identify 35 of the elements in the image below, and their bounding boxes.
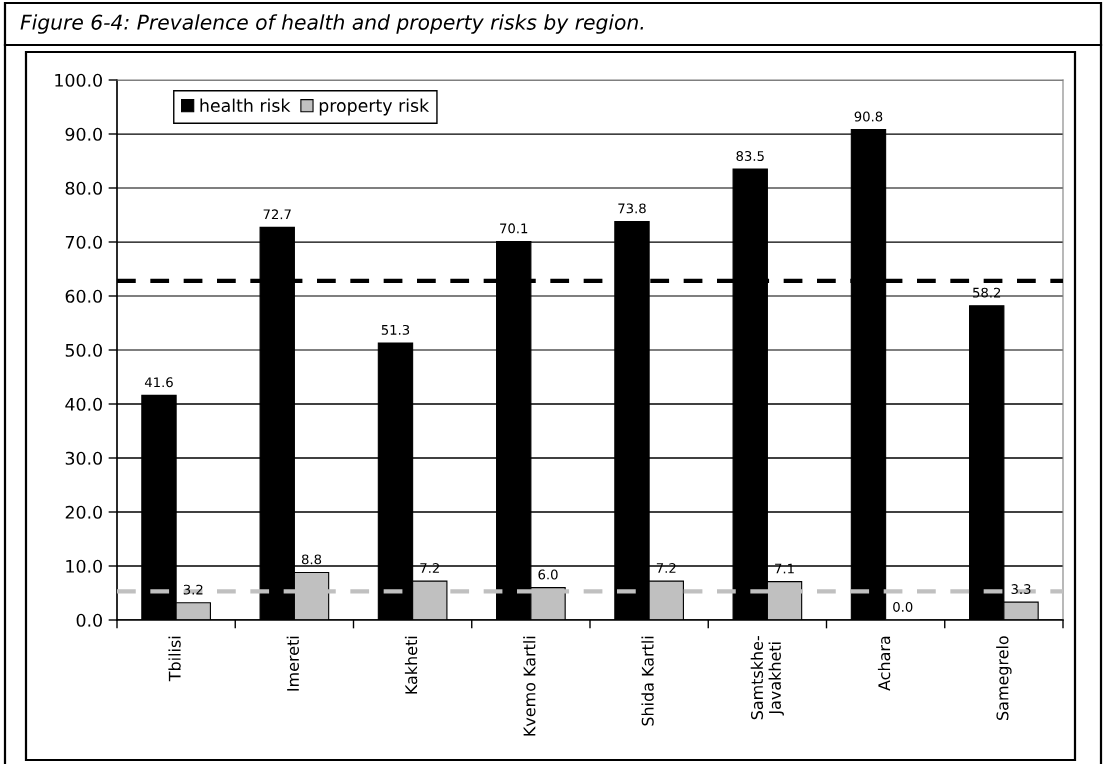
x-tick-label: Achara	[877, 636, 891, 691]
data-label: 90.8	[854, 111, 883, 122]
legend-label: property risk	[319, 98, 430, 116]
x-tick-label: Kakheti	[404, 636, 418, 694]
y-tick-label: 40.0	[65, 397, 102, 411]
y-tick-label: 10.0	[66, 559, 102, 573]
y-tick-label: 80.0	[65, 181, 102, 195]
x-tick-label: Shida Kartli	[641, 636, 654, 726]
legend-label: health risk	[200, 98, 291, 113]
data-label: 72.7	[263, 209, 291, 220]
x-tick-label: Samegrelo	[996, 636, 1012, 720]
data-label: 3.3	[1011, 584, 1031, 595]
data-label: 3.2	[183, 584, 203, 595]
data-label: 0.0	[893, 601, 913, 612]
chart-title: Figure 6-4: Prevalence of health and property risks by region.	[20, 14, 644, 34]
data-label: 8.8	[301, 554, 322, 565]
data-label: 70.1	[500, 223, 528, 234]
data-label: 83.5	[736, 151, 764, 161]
x-tick-label: Kvemo Kartli	[523, 636, 536, 736]
y-tick-label: 20.0	[65, 505, 102, 519]
y-tick-label: 60.0	[65, 289, 102, 303]
y-tick-label: 50.0	[65, 343, 102, 357]
y-tick-label: 30.0	[65, 451, 102, 465]
x-tick-label: Samtskhe- Javakheti	[750, 636, 784, 720]
data-label: 6.0	[538, 569, 558, 580]
x-tick-label: Tbilisi	[168, 636, 181, 682]
data-label: 51.3	[381, 324, 410, 335]
y-tick-label: 100.0	[55, 73, 102, 87]
y-tick-label: 70.0	[65, 235, 102, 249]
data-label: 58.2	[973, 287, 1001, 298]
x-tick-label: Imereti	[286, 636, 300, 691]
y-tick-label: 90.0	[65, 127, 102, 141]
y-tick-label: 0.0	[76, 613, 102, 627]
data-label: 41.6	[144, 377, 173, 388]
data-label: 73.8	[618, 203, 646, 214]
